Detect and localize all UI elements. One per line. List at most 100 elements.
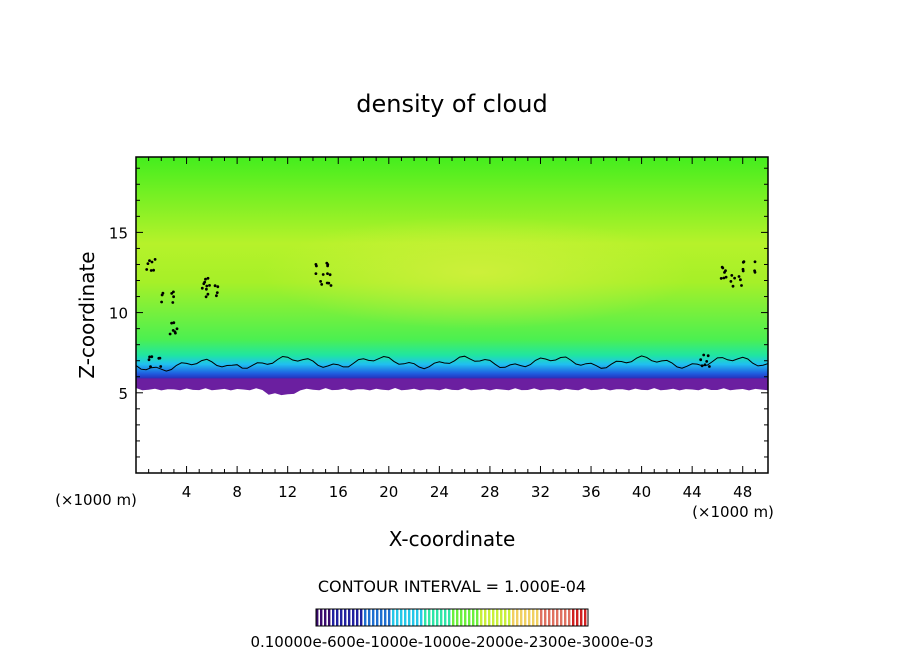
- colorbar-swatch: [380, 609, 383, 626]
- yellow-density-region: [262, 216, 693, 329]
- colorbar-swatch: [384, 609, 387, 626]
- colorbar-swatch: [412, 609, 415, 626]
- contour-dot: [705, 360, 709, 363]
- contour-clusters: [145, 258, 757, 369]
- colorbar-swatch: [472, 609, 475, 626]
- contour-dot: [314, 272, 318, 275]
- contour-dot: [753, 269, 756, 273]
- colorbar-swatch: [340, 609, 343, 626]
- contour-dot: [731, 284, 735, 288]
- colorbar-swatch: [424, 609, 427, 626]
- contour-dot: [206, 292, 210, 296]
- colorbar-swatch: [464, 609, 467, 626]
- colorbar-swatch: [344, 609, 347, 626]
- contour-dot: [172, 321, 176, 325]
- contour-dot: [148, 355, 152, 359]
- colorbar-swatch: [548, 609, 551, 626]
- colorbar-swatch: [564, 609, 567, 626]
- contour-dot: [150, 260, 154, 264]
- y-tick-label: 5: [118, 385, 128, 403]
- colorbar-swatch: [488, 609, 491, 626]
- colorbar-swatch: [532, 609, 535, 626]
- colorbar-swatch: [348, 609, 351, 626]
- contour-dot: [740, 284, 743, 287]
- colorbar-swatch: [484, 609, 487, 626]
- contour-dot: [737, 275, 741, 278]
- x-tick-label: 24: [430, 483, 449, 501]
- x-tick-labels: 4 8 12 16 20 24 28 32 36 40 44 48: [182, 483, 752, 501]
- contour-dot: [753, 260, 757, 264]
- contour-dot: [208, 284, 211, 287]
- colorbar-swatch: [496, 609, 499, 626]
- colorbar-swatch: [332, 609, 335, 626]
- colorbar-swatch: [536, 609, 539, 626]
- contour-dot: [719, 277, 723, 280]
- colorbar-frame: [315, 608, 589, 627]
- colorbar-swatch: [336, 609, 339, 626]
- colorbar-swatch: [316, 609, 319, 626]
- colorbar-swatch: [404, 609, 407, 626]
- colorbar-swatch: [324, 609, 327, 626]
- contour-dot: [216, 285, 220, 289]
- contour-dot: [152, 268, 156, 272]
- colorbar: [316, 609, 587, 626]
- colorbar-swatch: [320, 609, 323, 626]
- contour-dot: [730, 274, 734, 277]
- colorbar-swatch: [524, 609, 527, 626]
- contour-dot: [213, 284, 217, 288]
- axis-ticks: [136, 157, 768, 473]
- contour-dot: [200, 286, 204, 290]
- contour-dot: [700, 364, 704, 368]
- colorbar-swatch: [392, 609, 395, 626]
- x-tick-label: 36: [581, 483, 600, 501]
- contour-dot: [205, 287, 208, 291]
- colorbar-swatch: [452, 609, 455, 626]
- colorbar-swatch: [540, 609, 543, 626]
- colorbar-swatch: [460, 609, 463, 626]
- contour-dot: [708, 365, 711, 368]
- colorbar-swatch: [572, 609, 575, 626]
- contour-dot: [329, 284, 333, 287]
- contour-dot: [147, 358, 151, 362]
- contour-dot: [699, 358, 703, 362]
- x-tick-label: 20: [379, 483, 398, 501]
- x-tick-label: 40: [632, 483, 651, 501]
- colorbar-swatch: [448, 609, 451, 626]
- colorbar-swatch: [436, 609, 439, 626]
- contour-dot: [702, 353, 706, 357]
- colorbar-swatch: [352, 609, 355, 626]
- contour-dot: [215, 294, 218, 298]
- colorbar-labels: 0.10000e-600e-1000e-1000e-2000e-2300e-30…: [250, 633, 653, 651]
- chart-title: density of cloud: [356, 90, 547, 118]
- colorbar-swatch: [492, 609, 495, 626]
- contour-dot: [739, 278, 742, 282]
- cloud-base-edge: [136, 378, 768, 396]
- contour-dot: [729, 280, 733, 283]
- contour-dot: [314, 263, 318, 266]
- colorbar-swatch: [504, 609, 507, 626]
- colorbar-swatch: [388, 609, 391, 626]
- colorbar-swatch: [556, 609, 559, 626]
- contour-dot: [149, 365, 152, 369]
- contour-dot: [175, 327, 179, 331]
- contour-dot: [170, 292, 174, 295]
- colorbar-swatch: [364, 609, 367, 626]
- contour-dot: [319, 280, 322, 283]
- contour-dot: [153, 258, 157, 261]
- x-unit-left-label: (×1000 m): [55, 491, 137, 509]
- contour-dot: [741, 269, 745, 273]
- colorbar-swatch: [552, 609, 555, 626]
- colorbar-swatch: [576, 609, 579, 626]
- contour-dot: [150, 355, 154, 359]
- contour-dot: [204, 295, 208, 299]
- colorbar-swatch: [396, 609, 399, 626]
- contour-dot: [174, 331, 177, 335]
- contour-dot: [205, 284, 209, 288]
- contour-line: [136, 355, 768, 372]
- colorbar-swatch: [512, 609, 515, 626]
- x-tick-label: 12: [278, 483, 297, 501]
- x-tick-label: 48: [733, 483, 752, 501]
- colorbar-swatch: [360, 609, 363, 626]
- colorbar-swatch: [356, 609, 359, 626]
